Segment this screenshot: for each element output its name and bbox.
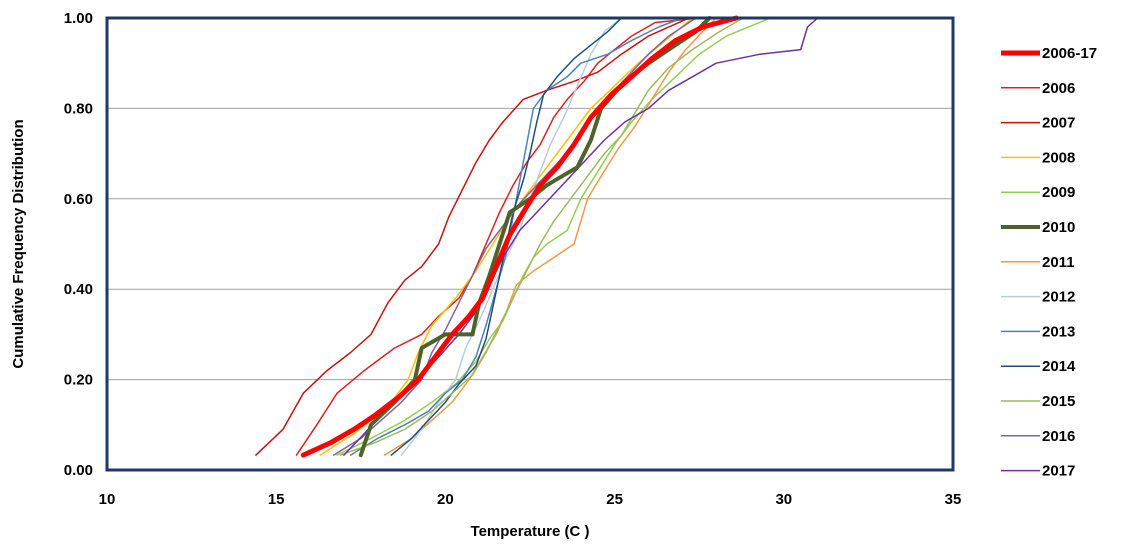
legend-label: 2006-17 bbox=[1042, 45, 1097, 62]
y-tick-label: 0.20 bbox=[64, 372, 93, 389]
plot-border bbox=[105, 16, 955, 472]
y-tick-label: 1.00 bbox=[64, 10, 93, 27]
x-tick-label: 25 bbox=[606, 491, 623, 508]
legend-label: 2010 bbox=[1042, 219, 1075, 236]
y-tick-label: 0.80 bbox=[64, 100, 93, 117]
y-tick-label: 0.40 bbox=[64, 281, 93, 298]
series-line-2008 bbox=[319, 17, 694, 456]
series-line-2011 bbox=[383, 17, 717, 456]
legend-label: 2013 bbox=[1042, 323, 1075, 340]
plot-area bbox=[107, 18, 953, 470]
legend-label: 2016 bbox=[1042, 428, 1075, 445]
x-tick-labels: 10 15 20 25 30 35 bbox=[99, 491, 962, 508]
legend-label: 2017 bbox=[1042, 463, 1075, 480]
legend-label: 2014 bbox=[1042, 358, 1076, 375]
series-line-2014 bbox=[390, 17, 623, 456]
y-tick-label: 0.60 bbox=[64, 191, 93, 208]
series-line-2009 bbox=[336, 17, 772, 456]
series-line-2007 bbox=[255, 17, 690, 456]
legend-label: 2008 bbox=[1042, 149, 1075, 166]
x-tick-label: 20 bbox=[437, 491, 454, 508]
x-tick-label: 35 bbox=[945, 491, 962, 508]
series-line-2015 bbox=[339, 17, 744, 456]
y-axis-title: Cumulative Frequency Distribution bbox=[10, 119, 27, 368]
y-tick-labels: 0.00 0.20 0.40 0.60 0.80 1.00 bbox=[64, 10, 93, 479]
series-line-2006 bbox=[295, 17, 700, 456]
x-tick-label: 10 bbox=[99, 491, 116, 508]
y-tick-label: 0.00 bbox=[64, 462, 93, 479]
legend-label: 2006 bbox=[1042, 80, 1075, 97]
legend: 2006-17 2006 2007 2008 2009 2010 2011 2012 2013 2… bbox=[1001, 45, 1097, 480]
x-tick-label: 30 bbox=[775, 491, 792, 508]
x-axis-title: Temperature (C ) bbox=[471, 523, 590, 540]
legend-label: 2011 bbox=[1042, 254, 1075, 271]
x-tick-label: 15 bbox=[268, 491, 285, 508]
legend-label: 2012 bbox=[1042, 289, 1075, 306]
series-line-2013 bbox=[349, 17, 684, 456]
legend-label: 2015 bbox=[1042, 393, 1075, 410]
series-lines bbox=[255, 15, 819, 458]
series-line-2006-17 bbox=[300, 15, 739, 458]
legend-label: 2007 bbox=[1042, 115, 1075, 132]
legend-label: 2009 bbox=[1042, 184, 1075, 201]
